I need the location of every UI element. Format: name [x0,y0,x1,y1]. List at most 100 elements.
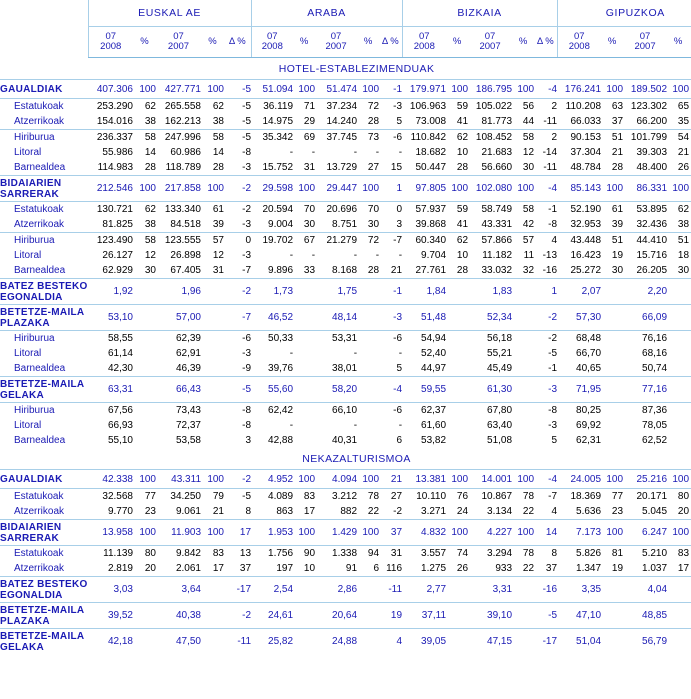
cell-value [201,418,224,433]
cell-value: 31 [379,545,403,561]
cell-value: 118.789 [165,162,201,173]
cell-value: 21 [212,506,224,517]
column-header-bottom: 2007 [634,41,656,52]
cell-value: 189.502 [623,79,668,99]
row-label: Atzerrikoak [14,116,65,127]
table-row: Barnealdea 62.929 30 67.405 31 -7 9.896 33 8.168… [0,263,691,279]
section-banner-row: NEKAZALTURISMOA [0,448,691,470]
cell-value: 9.704 [421,250,447,261]
row-label: Hiriburua [0,402,88,418]
cell-value [601,628,624,654]
cell-value: 58 [133,232,156,248]
cell-value: 3 [245,435,252,446]
cell-value: 60.340 [402,232,447,248]
cell-value: -2 [224,201,252,217]
cell-value: 3,64 [156,576,201,603]
cell-value: 39 [611,219,624,230]
cell-value: 16.423 [570,250,602,261]
cell-value: 20.171 [623,488,668,504]
column-header-bottom: 2008 [413,41,435,52]
cell-value: 22 [522,506,535,517]
cell-value: 77,16 [623,376,668,403]
cell-value [357,304,380,331]
cell-value: 52,34 [468,304,513,331]
cell-value: -3 [242,162,252,173]
cell-value: 24.005 [557,469,602,489]
cell-value: -7 [534,488,558,504]
cell-value: -3 [242,250,252,261]
cell-value: 94 [357,545,380,561]
row-label: Barnealdea [14,363,66,374]
cell-value [201,304,224,331]
cell-value: 179.971 [402,79,447,99]
table-body: HOTEL-ESTABLEZIMENDUAK GAUALDIAK 407.306 10… [0,57,691,654]
cell-value: 28 [456,162,469,173]
cell-value: -2 [534,304,558,331]
cell-value: 5 [551,435,558,446]
cell-value: - [289,147,294,158]
cell-value: -4 [689,602,691,629]
cell-value: 15 [689,519,691,546]
cell-value: 86.331 [623,175,668,202]
cell-value: 28 [367,116,380,127]
cell-value [512,602,535,629]
cell-value: 100 [601,175,624,202]
cell-value: 62 [133,201,156,217]
column-header-bottom: 2007 [167,41,190,52]
cell-value: 100 [446,469,469,489]
cell-value: 53,58 [175,435,201,446]
cell-value: 77 [601,488,624,504]
cell-value: 35 [677,116,690,127]
cell-value [357,402,380,418]
cell-value: 37 [611,116,624,127]
cell-value: 57.937 [402,201,447,217]
cell-value: 41 [456,219,469,230]
cell-value: 25,82 [251,628,294,654]
cell-value: -3 [242,348,252,359]
cell-value: -3 [689,201,691,217]
column-header-gipuzkoa-4: Δ % [689,26,691,58]
cell-value: - [398,147,403,158]
cell-value: 62,42 [251,402,294,418]
cell-value: 43.331 [481,219,513,230]
cell-value [133,576,156,603]
cell-value: -1 [548,363,558,374]
cell-value: 31 [303,162,316,173]
row-label: BETETZE-MAILA GELAKA [0,376,88,403]
cell-value: 23 [611,506,624,517]
cell-value: 2.061 [175,563,201,574]
cell-value: 62,37 [402,402,447,418]
column-header-euskal-ae-4: Δ % [224,26,252,58]
cell-value: 253.290 [88,98,133,114]
cell-value: 1.953 [251,519,294,546]
cell-value: -3 [534,376,558,403]
cell-value: 70 [293,201,316,217]
cell-value: 100 [357,469,380,489]
cell-value: 4.832 [402,519,447,546]
cell-value: 162.213 [164,116,201,127]
cell-value: - [398,250,403,261]
cell-value: 3,35 [557,576,602,603]
cell-value: 54,94 [402,330,447,346]
cell-value: -17 [224,576,252,603]
cell-value: 100 [512,469,535,489]
cell-value [667,418,689,433]
cell-value: 66,43 [156,376,201,403]
cell-value: 4 [379,628,403,654]
cell-value: -1 [689,175,691,202]
region-header-araba: ARABA [250,0,403,27]
cell-value: 110.208 [557,98,602,114]
cell-value: 186.795 [468,79,513,99]
cell-value: -10 [689,628,691,654]
cell-value: -11 [689,129,691,145]
cell-value: 1.037 [642,563,668,574]
cell-value [601,433,623,448]
cell-value: -10 [689,330,691,346]
cell-value: 100 [601,469,624,489]
cell-value: 100 [667,175,690,202]
cell-value [446,576,469,603]
cell-value: 1,73 [251,278,294,305]
cell-value: 427.771 [156,79,201,99]
column-header-bottom: 2007 [325,41,347,52]
cell-value: 90 [293,545,316,561]
